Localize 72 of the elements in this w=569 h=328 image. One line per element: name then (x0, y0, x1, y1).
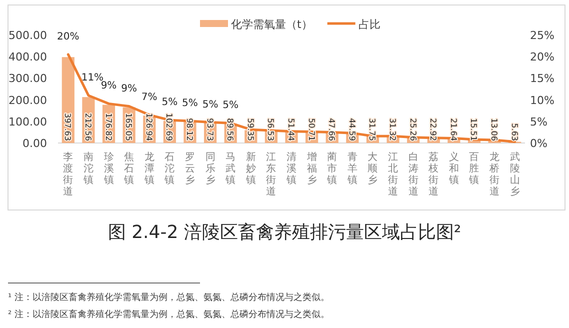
data-label: 31.32 (388, 118, 398, 141)
x-tick-label: 青羊镇 (346, 151, 358, 186)
data-label: 212.56 (83, 113, 92, 141)
x-tick-label: 江北街道 (388, 151, 398, 198)
data-label: 22.92 (428, 118, 438, 141)
data-label: 5.63 (510, 123, 519, 141)
data-label: 44.59 (347, 118, 356, 141)
y2-tick-label: 5% (530, 115, 548, 128)
y-tick-label: 400.00 (8, 50, 47, 64)
data-label: 21.64 (448, 118, 458, 141)
legend-label: 化学需氧量（t） (231, 18, 312, 31)
legend-label: 占比 (358, 18, 380, 31)
x-tick-label: 马武镇 (224, 152, 236, 186)
x-tick-label: 江东街道 (266, 151, 276, 198)
y2-tick-label: 20% (530, 50, 554, 64)
x-tick-label: 百胜镇 (468, 152, 480, 186)
x-tick-label: 石沱镇 (164, 152, 175, 186)
y-tick-label: 200.00 (8, 94, 47, 107)
data-label: 93.73 (205, 118, 214, 141)
data-label: 25.26 (408, 118, 418, 141)
data-label: 56.53 (266, 118, 276, 141)
data-label: 15.51 (469, 118, 478, 141)
data-label: 7% (141, 92, 158, 103)
x-tick-label: 南沱镇 (82, 151, 94, 186)
text: 图 2.4-2 涪陵区畜禽养殖排污量区域占比图² (108, 222, 462, 243)
data-label: 13.06 (490, 118, 499, 141)
data-label: 20% (57, 31, 80, 42)
x-tick-label: 义和镇 (448, 151, 459, 186)
y-tick-label: 0.00 (22, 137, 47, 150)
x-tick-label: 珍溪镇 (102, 152, 114, 186)
y2-tick-label: 0% (530, 137, 548, 150)
data-label: 51.44 (286, 118, 296, 141)
data-label: 9% (100, 80, 117, 92)
data-label: 89.56 (226, 118, 235, 141)
data-label: 9% (121, 83, 138, 94)
x-tick-label: 大顺乡 (368, 151, 378, 186)
data-label: 5% (162, 97, 178, 108)
x-tick-label: 蔺市镇 (326, 151, 338, 186)
y-tick-label: 300.00 (8, 72, 47, 86)
data-label: 50.71 (306, 118, 316, 141)
x-tick-label: 新妙镇 (244, 151, 256, 186)
data-label: 102.69 (164, 113, 174, 141)
data-label: 98.12 (184, 118, 194, 141)
x-tick-label: 同乐乡 (205, 152, 216, 186)
x-tick-label: 增福乡 (306, 151, 317, 186)
data-label: 47.66 (327, 118, 336, 141)
text: ² 注：以涪陵区畜禽养殖化学需氧量为例，总氮、氨氮、总磷分布情况与之类似。 (8, 309, 330, 320)
x-tick-label: 白涛街道 (408, 151, 418, 198)
text: ¹ 注：以涪陵区畜禽养殖化学需氧量为例，总氮、氨氮、总磷分布情况与之类似。 (8, 292, 330, 303)
x-tick-label: 武陵山乡 (510, 151, 520, 198)
data-label: 5% (182, 98, 198, 109)
x-tick-label: 清溪镇 (286, 151, 296, 186)
x-tick-label: 荔枝街道 (428, 151, 439, 198)
y2-tick-label: 10% (530, 94, 554, 107)
data-label: 126.94 (144, 113, 154, 141)
line-series (66, 53, 516, 143)
data-label: 31.75 (368, 118, 377, 141)
data-label: 5% (222, 100, 239, 112)
data-label: 176.82 (104, 113, 113, 141)
x-tick-label: 龙潭镇 (143, 151, 154, 186)
y-tick-label: 500.00 (8, 29, 47, 42)
x-tick-label: 焦石镇 (123, 151, 134, 186)
data-label: 59.35 (246, 118, 255, 141)
x-tick-label: 罗云乡 (184, 152, 195, 186)
data-label: 397.63 (63, 113, 72, 141)
data-label: 165.05 (124, 113, 134, 141)
x-tick-label: 龙桥街道 (488, 151, 500, 198)
y2-tick-label: 15% (530, 72, 554, 86)
data-label: 5% (202, 99, 218, 110)
y2-tick-label: 25% (530, 29, 554, 42)
y-tick-label: 100.00 (8, 115, 47, 128)
x-tick-label: 李渡街道 (63, 151, 74, 198)
